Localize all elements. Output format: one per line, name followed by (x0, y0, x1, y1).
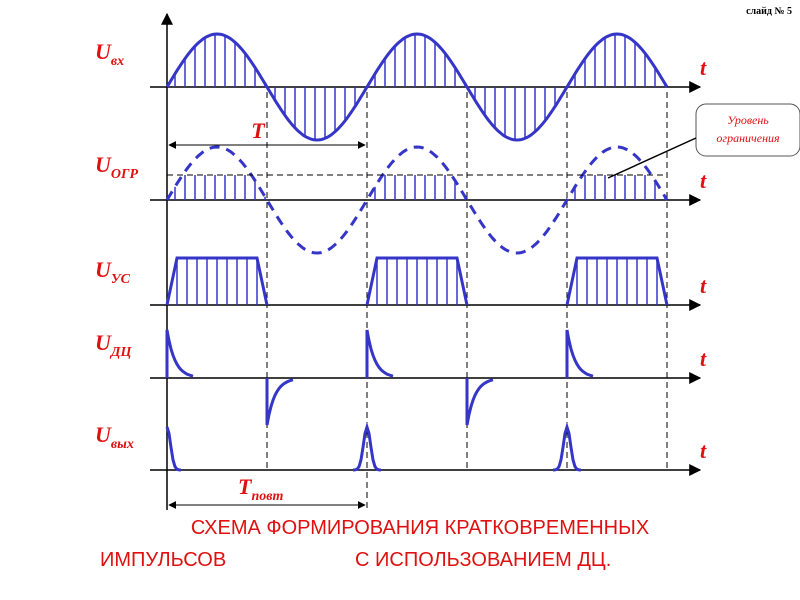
subscript: УС (111, 272, 131, 287)
output-pulse (552, 421, 582, 472)
callout-line: ограничения (716, 131, 780, 145)
signal-label: UДЦ (95, 330, 132, 360)
diff-spike-neg (465, 378, 494, 426)
input-wave-dashed (165, 145, 669, 255)
diff-spike-pos (565, 329, 594, 378)
callout-pointer (607, 137, 697, 179)
diff-spike-pos (165, 329, 194, 378)
subscript: ДЦ (109, 345, 133, 360)
signal-label: UОГР (95, 152, 138, 182)
signal-label: UУС (95, 257, 131, 287)
waveforms (150, 12, 702, 510)
diff-spike-neg (265, 378, 294, 426)
callout-line: Уровень (727, 113, 769, 127)
symbol: U (95, 39, 112, 64)
diff-spike-pos (365, 329, 394, 378)
output-pulse (165, 426, 182, 472)
axis-label: t (700, 438, 707, 463)
callout-box (695, 103, 800, 157)
symbol: U (95, 152, 112, 177)
subscript: вх (111, 54, 124, 69)
repeat-period-label: Tповт (238, 474, 283, 504)
caption-line: СХЕМА ФОРМИРОВАНИЯ КРАТКОВРЕМЕННЫХ (191, 517, 649, 539)
symbol: U (95, 330, 112, 355)
input-wave (165, 32, 669, 142)
axis-label: t (700, 55, 707, 80)
period-label: T (251, 118, 266, 143)
subscript: ОГР (111, 167, 139, 182)
subscript: повт (251, 489, 283, 504)
axis-label: t (700, 346, 707, 371)
subscript: вых (111, 437, 134, 452)
signal-label: Uвых (95, 422, 134, 452)
signal-label: Uвх (95, 39, 124, 69)
caption-line: С ИСПОЛЬЗОВАНИЕМ ДЦ. (355, 549, 611, 571)
symbol: T (238, 474, 253, 499)
symbol: U (95, 257, 112, 282)
caption-line: ИМПУЛЬСОВ (100, 549, 226, 571)
symbol: U (95, 422, 112, 447)
axis-label: t (700, 273, 707, 298)
output-pulse (352, 421, 382, 472)
slide-label: слайд № 5 (746, 6, 792, 17)
axis-label: t (700, 168, 707, 193)
